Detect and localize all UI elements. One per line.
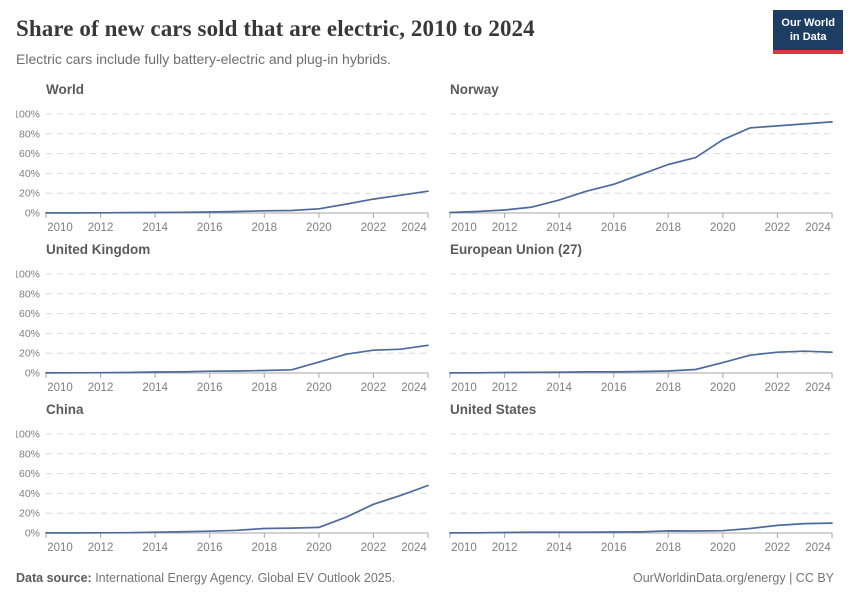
svg-text:2024: 2024 bbox=[401, 222, 427, 234]
chart-european-union: European Union (27) 2010 2012 2014 2016 2018… bbox=[446, 242, 834, 402]
svg-text:2020: 2020 bbox=[710, 222, 736, 234]
svg-text:2010: 2010 bbox=[451, 382, 477, 394]
svg-text:2016: 2016 bbox=[601, 542, 627, 554]
svg-text:80%: 80% bbox=[19, 288, 40, 300]
svg-text:2016: 2016 bbox=[601, 382, 627, 394]
svg-text:2022: 2022 bbox=[765, 382, 791, 394]
svg-text:0%: 0% bbox=[25, 208, 40, 220]
data-source-label: Data source: bbox=[16, 571, 92, 585]
svg-text:80%: 80% bbox=[19, 448, 40, 460]
svg-text:0%: 0% bbox=[25, 528, 40, 540]
svg-text:2020: 2020 bbox=[710, 382, 736, 394]
chart-united-states: United States 2010 2012 2014 2016 2018 2020 20… bbox=[446, 402, 834, 562]
svg-text:2010: 2010 bbox=[451, 222, 477, 234]
small-multiples-grid: World 0% 20% 40% 60% 80% 100% 2010 2012 2014 2016… bbox=[16, 82, 834, 562]
svg-text:60%: 60% bbox=[19, 308, 40, 320]
svg-text:80%: 80% bbox=[19, 128, 40, 140]
owid-logo-line1: Our World bbox=[781, 17, 835, 29]
chart-plot-norway: 2010 2012 2014 2016 2018 2020 2022 2024 bbox=[449, 113, 833, 234]
svg-text:2012: 2012 bbox=[88, 382, 114, 394]
svg-text:2020: 2020 bbox=[306, 222, 332, 234]
svg-text:2014: 2014 bbox=[546, 542, 572, 554]
svg-text:2024: 2024 bbox=[401, 382, 427, 394]
svg-text:2018: 2018 bbox=[251, 222, 277, 234]
chart-title-european-union: European Union (27) bbox=[450, 242, 583, 257]
svg-text:2024: 2024 bbox=[805, 382, 831, 394]
svg-text:2012: 2012 bbox=[492, 542, 518, 554]
svg-text:2022: 2022 bbox=[361, 222, 387, 234]
chart-plot-china: 0% 20% 40% 60% 80% 100% 2010 2012 2014 2016 2018 20… bbox=[16, 429, 429, 554]
chart-plot-united-kingdom: 0% 20% 40% 60% 80% 100% 2010 2012 2014 2016 2018 20… bbox=[16, 269, 429, 394]
svg-text:2018: 2018 bbox=[655, 382, 681, 394]
svg-text:40%: 40% bbox=[19, 328, 40, 340]
owid-logo: Our World in Data bbox=[773, 10, 843, 54]
owid-logo-line2: in Data bbox=[789, 31, 827, 44]
svg-text:2010: 2010 bbox=[451, 542, 477, 554]
chart-plot-world: 0% 20% 40% 60% 80% 100% 2010 2012 2014 2016 2018 20… bbox=[16, 109, 429, 234]
svg-text:2022: 2022 bbox=[361, 542, 387, 554]
svg-text:2020: 2020 bbox=[710, 542, 736, 554]
svg-text:2010: 2010 bbox=[47, 222, 73, 234]
svg-text:2010: 2010 bbox=[47, 382, 73, 394]
svg-text:2012: 2012 bbox=[492, 382, 518, 394]
svg-text:2024: 2024 bbox=[401, 542, 427, 554]
svg-text:2018: 2018 bbox=[655, 542, 681, 554]
svg-text:2014: 2014 bbox=[142, 382, 168, 394]
svg-text:40%: 40% bbox=[19, 488, 40, 500]
svg-text:60%: 60% bbox=[19, 148, 40, 160]
page-title: Share of new cars sold that are electric… bbox=[16, 16, 535, 41]
chart-united-kingdom: United Kingdom 0% 20% 40% 60% 80% 100% 2010 201… bbox=[16, 242, 430, 402]
chart-footer: Data source: International Energy Agency… bbox=[16, 571, 834, 585]
svg-text:2010: 2010 bbox=[47, 542, 73, 554]
chart-title-united-states: United States bbox=[450, 402, 537, 417]
chart-title-world: World bbox=[46, 82, 84, 97]
svg-text:20%: 20% bbox=[19, 188, 40, 200]
chart-world: World 0% 20% 40% 60% 80% 100% 2010 2012 2014 2016… bbox=[16, 82, 430, 242]
chart-norway: Norway 2010 2012 2014 2016 2018 2020 2022 2024 bbox=[446, 82, 834, 242]
svg-text:20%: 20% bbox=[19, 348, 40, 360]
data-source: Data source: International Energy Agency… bbox=[16, 571, 395, 585]
svg-text:2014: 2014 bbox=[142, 222, 168, 234]
chart-title-united-kingdom: United Kingdom bbox=[46, 242, 151, 257]
svg-text:60%: 60% bbox=[19, 468, 40, 480]
chart-plot-european-union: 2010 2012 2014 2016 2018 2020 2022 2024 bbox=[449, 273, 833, 394]
svg-text:100%: 100% bbox=[16, 429, 40, 441]
data-source-text: International Energy Agency. Global EV O… bbox=[91, 571, 396, 585]
svg-text:100%: 100% bbox=[16, 109, 40, 121]
svg-text:2022: 2022 bbox=[765, 542, 791, 554]
chart-title-china: China bbox=[46, 402, 84, 417]
page-subtitle: Electric cars include fully battery-elec… bbox=[16, 51, 392, 67]
citation-link: OurWorldinData.org/energy | CC BY bbox=[632, 571, 834, 585]
svg-text:2014: 2014 bbox=[546, 382, 572, 394]
svg-text:2018: 2018 bbox=[655, 222, 681, 234]
svg-text:2016: 2016 bbox=[197, 222, 223, 234]
svg-text:20%: 20% bbox=[19, 508, 40, 520]
svg-text:2014: 2014 bbox=[546, 222, 572, 234]
svg-text:0%: 0% bbox=[25, 368, 40, 380]
svg-text:40%: 40% bbox=[19, 168, 40, 180]
svg-text:2012: 2012 bbox=[492, 222, 518, 234]
svg-text:2024: 2024 bbox=[805, 222, 831, 234]
chart-china: China 0% 20% 40% 60% 80% 100% 2010 2012 2014 2016… bbox=[16, 402, 430, 562]
svg-text:2022: 2022 bbox=[765, 222, 791, 234]
svg-text:2018: 2018 bbox=[251, 542, 277, 554]
svg-text:2018: 2018 bbox=[251, 382, 277, 394]
svg-text:2020: 2020 bbox=[306, 542, 332, 554]
svg-text:2016: 2016 bbox=[197, 382, 223, 394]
chart-title-norway: Norway bbox=[450, 82, 499, 97]
svg-text:2024: 2024 bbox=[805, 542, 831, 554]
chart-plot-united-states: 2010 2012 2014 2016 2018 2020 2022 2024 bbox=[449, 433, 833, 554]
chart-header: Share of new cars sold that are electric… bbox=[16, 16, 834, 67]
svg-text:2016: 2016 bbox=[197, 542, 223, 554]
svg-text:2012: 2012 bbox=[88, 222, 114, 234]
svg-text:2022: 2022 bbox=[361, 382, 387, 394]
svg-text:2016: 2016 bbox=[601, 222, 627, 234]
svg-text:100%: 100% bbox=[16, 269, 40, 281]
svg-text:2014: 2014 bbox=[142, 542, 168, 554]
svg-text:2012: 2012 bbox=[88, 542, 114, 554]
svg-text:2020: 2020 bbox=[306, 382, 332, 394]
